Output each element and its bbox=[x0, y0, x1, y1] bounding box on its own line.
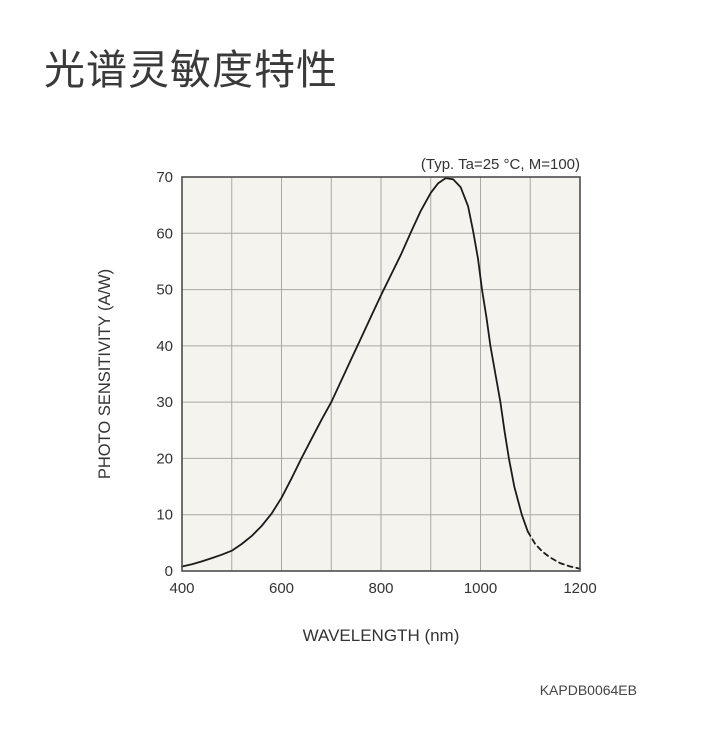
page-title: 光谱灵敏度特性 bbox=[44, 47, 338, 93]
x-tick-label: 800 bbox=[368, 580, 393, 597]
x-axis-title: WAVELENGTH (nm) bbox=[303, 626, 460, 645]
y-tick-label: 10 bbox=[156, 507, 173, 524]
figure-code-label: KAPDB0064EB bbox=[540, 682, 637, 698]
x-tick-label: 1000 bbox=[464, 580, 497, 597]
y-axis-title: PHOTO SENSITIVITY (A/W) bbox=[96, 269, 114, 479]
x-tick-label: 400 bbox=[169, 580, 194, 597]
x-tick-label: 600 bbox=[269, 580, 294, 597]
conditions-annotation: (Typ. Ta=25 °C, M=100) bbox=[421, 156, 580, 173]
x-tick-label: 1200 bbox=[563, 580, 596, 597]
curve-photo-sensitivity-extrapolated bbox=[526, 530, 581, 570]
sensitivity-chart-canvas: (Typ. Ta=25 °C, M=100) 0 10 20 30 40 50 60 70 400… bbox=[96, 156, 637, 698]
y-tick-label: 0 bbox=[165, 563, 173, 580]
curve-photo-sensitivity-typical bbox=[181, 177, 529, 568]
y-tick-label: 30 bbox=[156, 394, 173, 411]
y-tick-label: 20 bbox=[156, 450, 173, 467]
axis-frame bbox=[181, 176, 581, 572]
y-tick-label: 50 bbox=[156, 282, 173, 299]
y-tick-label: 70 bbox=[156, 169, 173, 186]
y-tick-label: 60 bbox=[156, 225, 173, 242]
y-tick-label: 40 bbox=[156, 338, 173, 355]
spectral-sensitivity-figure: (Typ. Ta=25 °C, M=100) 0 10 20 30 40 50 60 70 400… bbox=[70, 135, 670, 715]
